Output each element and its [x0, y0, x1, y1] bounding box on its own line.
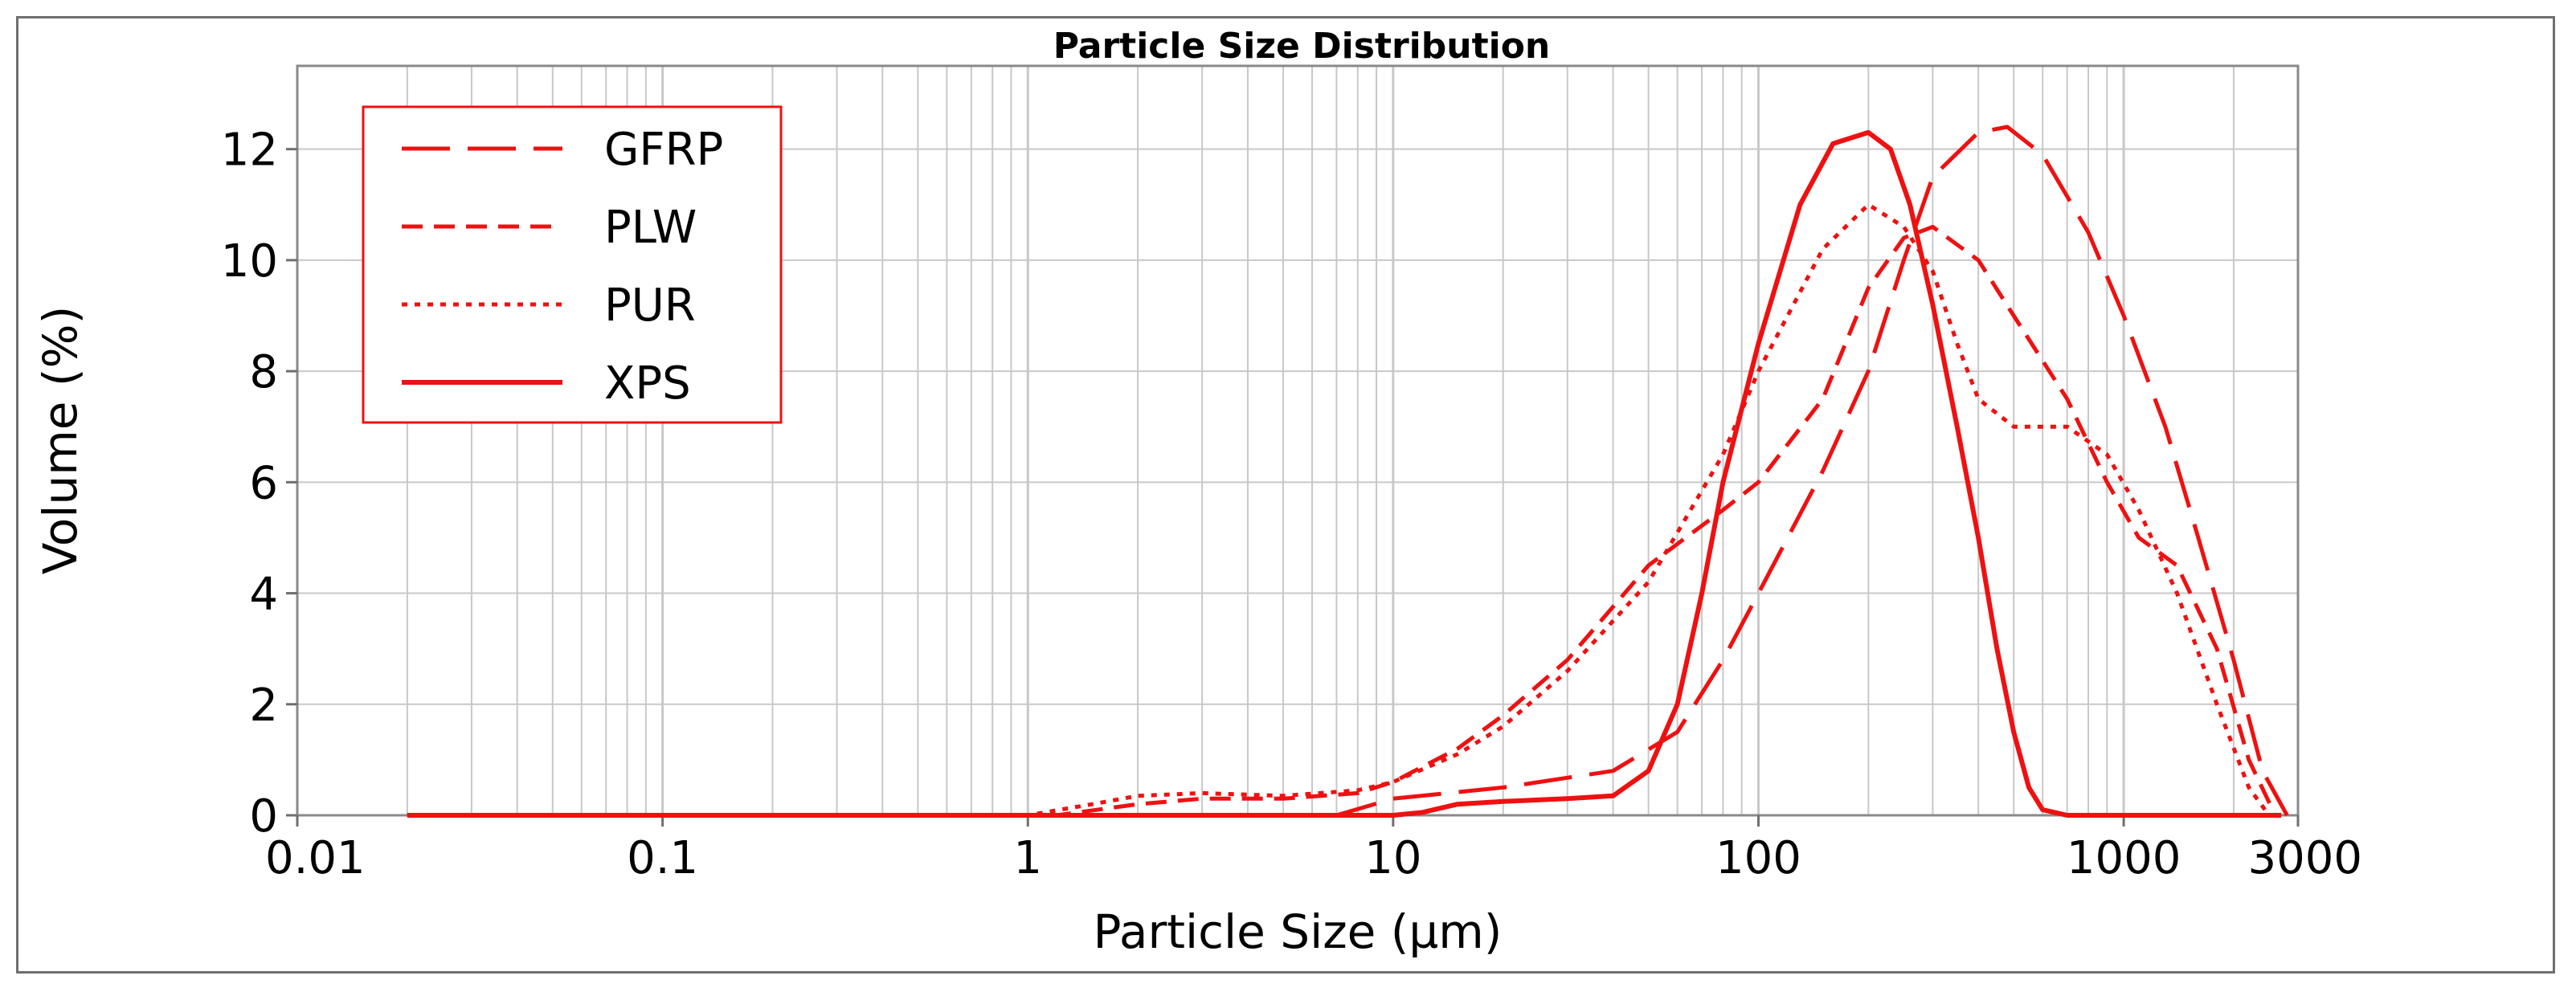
x-tick-label: 0.1: [627, 832, 698, 884]
legend: GFRP PLW PUR XPS: [362, 105, 783, 424]
y-tick-label: 2: [249, 680, 278, 732]
x-axis-label: Particle Size (µm): [1094, 904, 1503, 959]
x-tick-label: 10: [1364, 832, 1421, 884]
y-axis-ticks: 0 2 4 6 8 10 12: [221, 125, 297, 843]
legend-label-pur: PUR: [604, 280, 696, 332]
y-tick-label: 10: [221, 235, 278, 288]
y-axis-label: Volume (%): [33, 306, 88, 575]
x-tick-label: 1000: [2067, 832, 2181, 884]
legend-label-xps: XPS: [604, 357, 691, 410]
legend-label-gfrp: GFRP: [604, 124, 723, 176]
y-tick-label: 4: [249, 569, 278, 621]
series-line-xps: [407, 129, 2282, 818]
x-tick-label: 0.01: [265, 832, 366, 884]
chart-title: Particle Size Distribution: [1053, 26, 1551, 67]
y-tick-label: 0: [249, 790, 278, 843]
legend-label-plw: PLW: [604, 202, 697, 254]
y-tick-label: 12: [221, 125, 278, 177]
series-line-plw: [407, 224, 2277, 818]
series-line-pur: [407, 202, 2271, 818]
y-tick-label: 8: [249, 346, 278, 398]
x-tick-label: 1: [1013, 832, 1042, 884]
series-lines: [407, 125, 2289, 818]
x-tick-label: 3000: [2247, 832, 2362, 884]
y-tick-label: 6: [249, 457, 278, 509]
x-tick-label: 100: [1715, 832, 1801, 884]
legend-box: [362, 105, 783, 424]
x-axis-ticks: 0.01 0.1 1 10 100 1000 3000: [265, 815, 2362, 884]
series-line-gfrp: [407, 125, 2289, 818]
